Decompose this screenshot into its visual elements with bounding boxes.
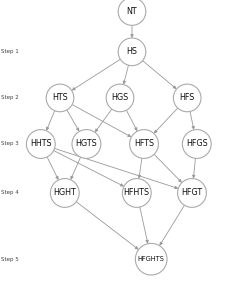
- Text: Step 2: Step 2: [1, 95, 19, 101]
- Text: NT: NT: [127, 7, 137, 16]
- Text: HFHTS: HFHTS: [124, 188, 150, 198]
- Ellipse shape: [135, 243, 167, 275]
- Text: HFGT: HFGT: [181, 188, 203, 198]
- Ellipse shape: [26, 130, 55, 158]
- Text: Step 5: Step 5: [1, 257, 19, 262]
- Text: Step 4: Step 4: [1, 190, 19, 196]
- Text: HGHT: HGHT: [54, 188, 76, 198]
- Text: HS: HS: [126, 47, 138, 56]
- Text: Step 1: Step 1: [1, 49, 19, 54]
- Ellipse shape: [46, 84, 74, 112]
- Text: HGS: HGS: [111, 93, 129, 103]
- Ellipse shape: [72, 130, 101, 158]
- Ellipse shape: [178, 179, 206, 207]
- Text: HFGHTS: HFGHTS: [138, 256, 165, 262]
- Ellipse shape: [118, 38, 146, 66]
- Ellipse shape: [173, 84, 201, 112]
- Text: HHTS: HHTS: [30, 139, 52, 149]
- Ellipse shape: [50, 179, 79, 207]
- Text: HFS: HFS: [180, 93, 195, 103]
- Text: HTS: HTS: [52, 93, 68, 103]
- Text: HFGS: HFGS: [186, 139, 208, 149]
- Ellipse shape: [122, 179, 151, 207]
- Text: HGTS: HGTS: [76, 139, 97, 149]
- Ellipse shape: [118, 0, 146, 25]
- Ellipse shape: [182, 130, 211, 158]
- Ellipse shape: [130, 130, 158, 158]
- Ellipse shape: [106, 84, 134, 112]
- Text: HFTS: HFTS: [134, 139, 154, 149]
- Text: Step 3: Step 3: [1, 141, 19, 147]
